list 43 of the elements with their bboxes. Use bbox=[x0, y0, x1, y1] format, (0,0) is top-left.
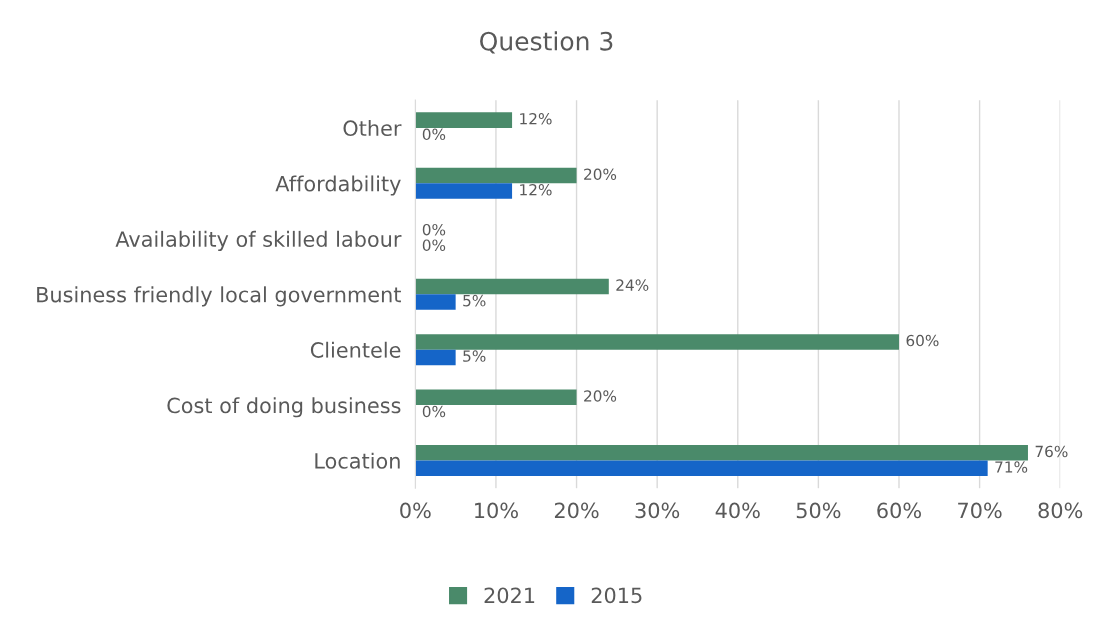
bar bbox=[415, 349, 456, 366]
legend-label: 2021 bbox=[484, 587, 535, 604]
data-label: 71% bbox=[995, 461, 1028, 473]
data-label: 5% bbox=[463, 350, 486, 362]
y-tick-label: Availability of skilled labour bbox=[115, 230, 402, 252]
x-tick-label: 70% bbox=[958, 502, 1002, 519]
x-tick-label: 10% bbox=[475, 502, 518, 519]
y-tick-label: Other bbox=[343, 119, 402, 137]
data-label: 60% bbox=[906, 334, 939, 347]
y-tick-label: Cost of doing business bbox=[167, 397, 401, 418]
bar bbox=[415, 112, 513, 128]
data-label: 12% bbox=[520, 113, 552, 125]
data-label: 0% bbox=[422, 223, 446, 236]
data-label: 24% bbox=[616, 279, 649, 291]
x-tick-label: 60% bbox=[877, 502, 921, 519]
x-tick-label: 80% bbox=[1038, 502, 1083, 519]
data-label: 20% bbox=[584, 390, 617, 402]
bar bbox=[415, 334, 899, 350]
data-label: 0% bbox=[422, 128, 446, 141]
y-tick-label: Clientele bbox=[310, 341, 401, 358]
bar bbox=[415, 183, 513, 199]
legend-label: 2015 bbox=[591, 587, 642, 604]
data-label: 0% bbox=[422, 239, 446, 251]
bar bbox=[415, 294, 456, 310]
data-label: 0% bbox=[422, 405, 446, 418]
x-tick-label: 50% bbox=[796, 502, 841, 519]
x-tick-label: 40% bbox=[715, 502, 760, 519]
data-label: 76% bbox=[1035, 445, 1068, 458]
bar bbox=[415, 445, 1028, 461]
data-label: 5% bbox=[463, 294, 486, 307]
x-tick-label: 30% bbox=[635, 502, 680, 519]
bar bbox=[415, 167, 577, 184]
data-label: 20% bbox=[584, 168, 617, 180]
data-label: 12% bbox=[520, 183, 552, 196]
x-tick-label: 0% bbox=[400, 502, 431, 519]
y-tick-label: Location bbox=[315, 452, 400, 469]
y-tick-label: Business friendly local government bbox=[37, 286, 401, 307]
bar bbox=[415, 460, 988, 477]
x-tick-label: 20% bbox=[554, 502, 599, 519]
bar bbox=[415, 389, 577, 406]
y-tick-label: Affordability bbox=[275, 175, 401, 196]
chart-title: Question 3 bbox=[480, 31, 613, 54]
bar bbox=[415, 278, 609, 295]
